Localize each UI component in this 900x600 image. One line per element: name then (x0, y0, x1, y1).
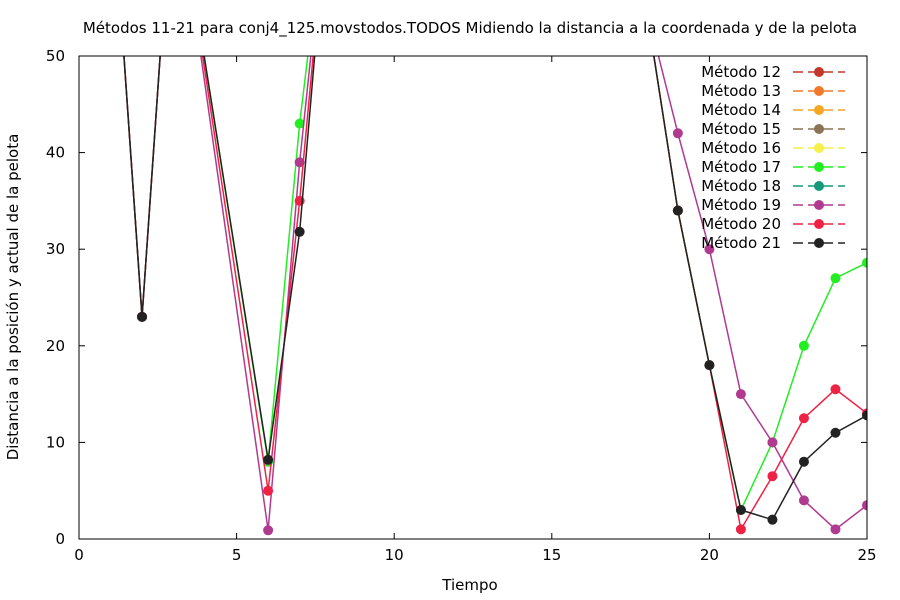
legend-marker (814, 67, 824, 77)
legend-label: Método 19 (701, 196, 781, 214)
x-tick-label: 20 (700, 546, 719, 564)
legend-label: Método 14 (701, 101, 781, 119)
legend-label: Método 17 (701, 158, 781, 176)
y-tick-label: 50 (46, 47, 65, 65)
y-tick-label: 40 (46, 144, 65, 162)
legend-marker (814, 181, 824, 191)
data-point (735, 524, 746, 535)
data-point (798, 413, 809, 424)
legend-marker (814, 219, 824, 229)
y-tick-label: 10 (46, 433, 65, 451)
x-axis-label: Tiempo (441, 576, 497, 594)
x-tick-label: 10 (385, 546, 404, 564)
legend-marker (814, 238, 824, 248)
x-tick-label: 5 (232, 546, 242, 564)
data-point (830, 384, 841, 395)
legend-label: Método 20 (701, 215, 781, 233)
data-point (704, 360, 715, 371)
x-tick-label: 25 (857, 546, 876, 564)
data-point (294, 226, 305, 237)
data-point (704, 244, 715, 255)
data-point (798, 340, 809, 351)
legend-label: Método 21 (701, 234, 781, 252)
y-axis-label: Distancia a la posición y actual de la p… (4, 134, 22, 461)
data-point (767, 437, 778, 448)
data-point (263, 454, 274, 465)
legend-marker (814, 105, 824, 115)
data-point (830, 427, 841, 438)
series-line-19 (123, 56, 867, 531)
legend-marker (814, 200, 824, 210)
series-line-21 (123, 56, 867, 521)
data-point (862, 410, 867, 421)
y-tick-label: 30 (46, 240, 65, 258)
legend-marker (814, 124, 824, 134)
data-point (294, 118, 305, 129)
chart-title: Métodos 11-21 para conj4_125.movstodos.T… (83, 19, 857, 38)
legend-label: Método 18 (701, 177, 781, 195)
x-tick-label: 15 (542, 546, 561, 564)
plot-frame (78, 55, 868, 540)
data-point (735, 505, 746, 516)
data-point (767, 471, 778, 482)
legend-marker (814, 162, 824, 172)
data-point (735, 389, 746, 400)
data-point (767, 514, 778, 525)
data-point (672, 205, 683, 216)
axis-ticks: 0 5 10 15 20 25 0 10 20 30 40 50 (46, 47, 877, 564)
data-point (263, 525, 274, 536)
data-point (830, 273, 841, 284)
data-point (798, 456, 809, 467)
data-point (862, 257, 867, 268)
y-tick-label: 0 (55, 530, 65, 548)
data-point (672, 128, 683, 139)
legend-label: Método 16 (701, 139, 781, 157)
data-point (263, 485, 274, 496)
data-point (798, 495, 809, 506)
series-layer (123, 56, 867, 536)
y-tick-label: 20 (46, 337, 65, 355)
legend-marker (814, 86, 824, 96)
data-point (830, 524, 841, 535)
legend-label: Método 13 (701, 82, 781, 100)
data-point (137, 311, 148, 322)
x-tick-label: 0 (74, 546, 84, 564)
legend-label: Método 12 (701, 63, 781, 81)
legend-label: Método 15 (701, 120, 781, 138)
data-point (294, 157, 305, 168)
data-point (862, 500, 867, 511)
legend-marker (814, 143, 824, 153)
